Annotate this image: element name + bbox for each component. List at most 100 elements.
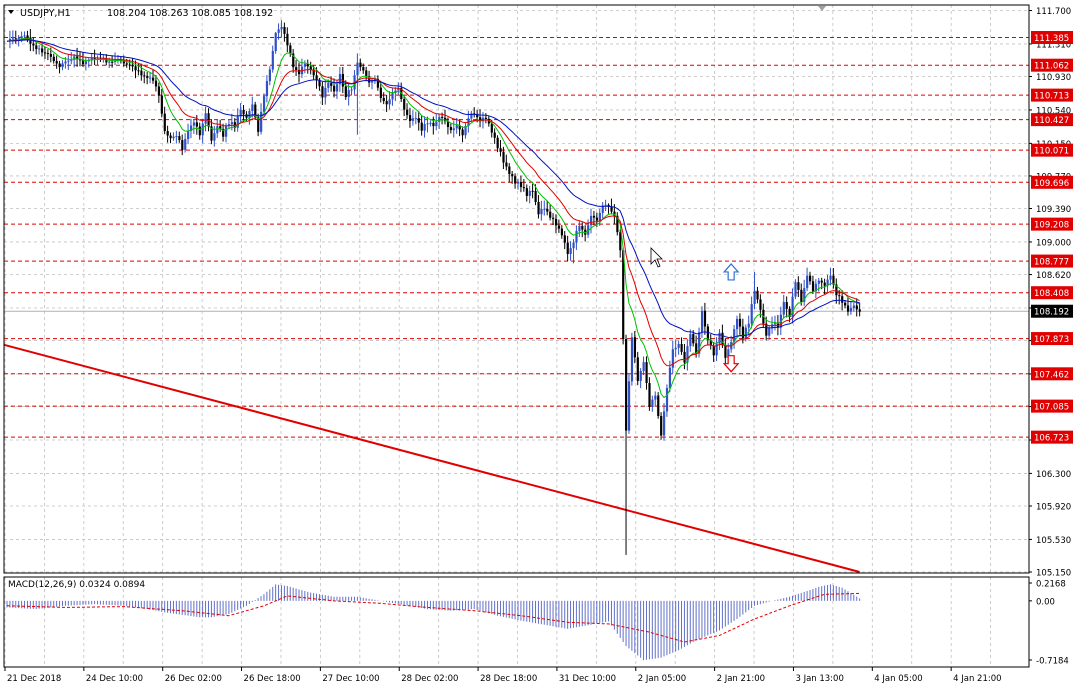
candle-body — [563, 235, 566, 243]
candle-body — [210, 126, 213, 141]
level-tag — [1031, 113, 1073, 127]
candle-body — [114, 60, 117, 62]
price-tick-label: 111.700 — [1036, 7, 1071, 17]
macd-panel-frame — [3, 576, 1030, 668]
macd-tick-label: 0.00 — [1036, 597, 1055, 607]
candle-body — [587, 225, 590, 235]
candle-body — [175, 136, 178, 138]
candle-body — [8, 38, 12, 42]
candle-body — [846, 305, 850, 312]
candle-body — [172, 136, 175, 139]
candle-body — [230, 122, 234, 125]
candle-body — [566, 242, 569, 254]
time-tick-label: 31 Dec 10:00 — [559, 674, 616, 684]
candle-body — [157, 86, 161, 96]
candle-body — [514, 176, 517, 184]
candle-body — [756, 290, 759, 300]
candle-body — [73, 56, 76, 60]
candle-body — [622, 250, 625, 340]
candle-body — [476, 114, 479, 118]
candle-body — [540, 208, 543, 215]
chart-shift-marker-icon — [818, 6, 826, 11]
candle-body — [265, 81, 269, 97]
candle-body — [642, 362, 645, 371]
main-panel-frame — [3, 4, 1030, 574]
level-tag-label: 107.873 — [1034, 335, 1069, 345]
level-tag — [1031, 217, 1073, 231]
candle-body — [335, 84, 339, 92]
candle-body — [140, 70, 143, 76]
candle-body — [505, 162, 508, 167]
candle-body — [604, 204, 607, 206]
candle-body — [204, 113, 207, 124]
candle-body — [333, 85, 336, 92]
candle-body — [677, 344, 680, 348]
candle-body — [14, 38, 17, 40]
candle-body — [858, 309, 861, 312]
candle-body — [408, 115, 412, 121]
candle-body — [187, 130, 190, 140]
candle-body — [222, 128, 225, 137]
candle-body — [794, 282, 797, 297]
candle-body — [560, 228, 563, 236]
ma-slow-line — [6, 39, 860, 339]
ma-mid-line — [6, 38, 860, 367]
candle-body — [534, 191, 537, 203]
candle-body — [680, 344, 683, 352]
candle-body — [595, 217, 599, 221]
candle-body — [365, 70, 368, 77]
candle-body — [134, 66, 137, 71]
candle-body — [207, 113, 210, 127]
candle-body — [382, 97, 385, 102]
level-tag-label: 108.777 — [1034, 258, 1069, 268]
price-tick-label: 105.920 — [1036, 502, 1071, 512]
candle-body — [298, 69, 301, 75]
candle-body — [496, 137, 499, 149]
candle-body — [219, 126, 222, 129]
candle-body — [692, 334, 695, 344]
candle-body — [271, 51, 274, 70]
candle-body — [324, 87, 327, 98]
candle-body — [791, 296, 794, 317]
candle-body — [376, 78, 380, 88]
trendline-layer[interactable] — [3, 343, 860, 573]
moving-averages — [6, 37, 860, 399]
candle-body — [511, 174, 514, 177]
candle-body — [668, 367, 672, 389]
candle-body — [435, 121, 438, 127]
candle-body — [327, 83, 330, 88]
candle-body — [601, 205, 604, 213]
candle-body — [236, 116, 239, 128]
candle-body — [630, 337, 634, 382]
candle-body — [625, 339, 628, 431]
candle-body — [280, 26, 283, 30]
level-tag — [1031, 175, 1073, 189]
level-tag — [1031, 332, 1073, 346]
current-price-tag — [1031, 304, 1073, 318]
candle-body — [268, 69, 271, 82]
level-tag-label: 111.062 — [1034, 62, 1069, 72]
candle-body — [844, 302, 847, 306]
candle-body — [79, 59, 82, 61]
candle-body — [627, 381, 631, 431]
candle-body — [797, 282, 800, 290]
candle-body — [768, 328, 771, 336]
candle-body — [841, 296, 844, 303]
candle-body — [543, 208, 546, 210]
axes: 111.700111.310110.930110.540110.150109.7… — [3, 4, 1073, 684]
candle-body — [195, 122, 198, 127]
candle-body — [146, 76, 149, 78]
candle-body — [809, 275, 812, 282]
candle-body — [17, 38, 20, 40]
level-tag — [1031, 367, 1073, 381]
candle-body — [838, 295, 841, 297]
candle-body — [639, 370, 642, 381]
level-tag-label: 106.723 — [1034, 434, 1069, 444]
candle-body — [452, 128, 455, 131]
candle-body — [700, 310, 704, 333]
candle-body — [160, 95, 163, 114]
candle-body — [616, 215, 619, 233]
candle-body — [181, 140, 184, 150]
